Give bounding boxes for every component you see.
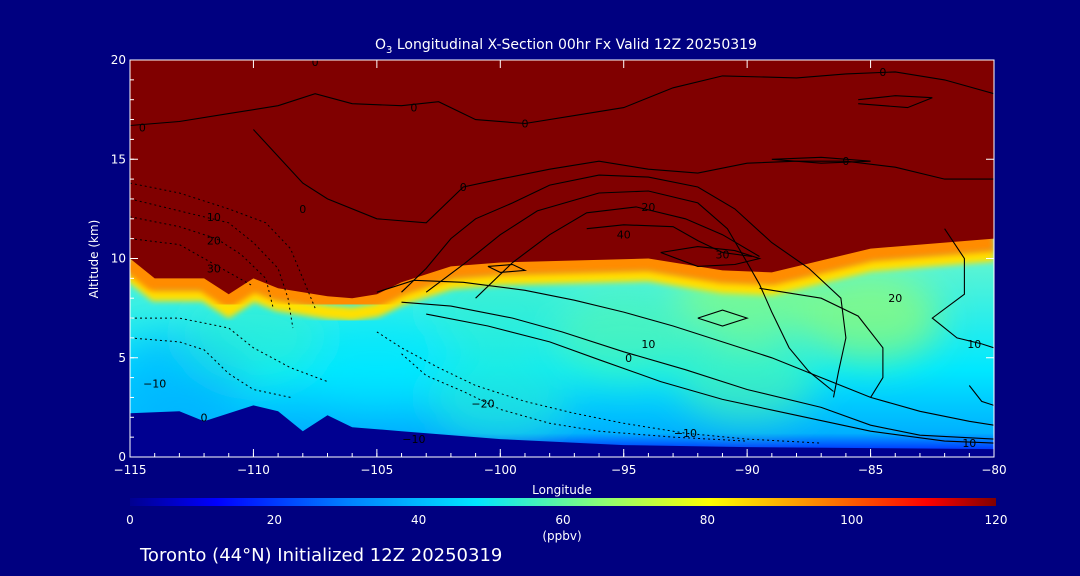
colorbar <box>130 498 996 506</box>
colorbar-tick-label: 20 <box>267 513 282 527</box>
solid-contour-5 <box>586 224 753 258</box>
x-tick-label: −85 <box>858 463 883 477</box>
field-patch-8 <box>183 292 324 383</box>
surface-low-ozone-region <box>130 405 994 457</box>
contour-label-17: −10 <box>143 378 166 391</box>
contour-label-16: 0 <box>625 352 632 365</box>
solid-contour-10 <box>759 287 884 398</box>
x-tick-label: −80 <box>981 463 1006 477</box>
chart-title: O3 Longitudinal X-Section 00hr Fx Valid … <box>375 37 757 56</box>
solid-contour-16 <box>487 263 528 273</box>
contour-label-18: −20 <box>471 397 494 410</box>
contour-label-12: 20 <box>207 235 221 248</box>
tropopause-yellow-band <box>130 247 994 322</box>
contour-label-8: 20 <box>641 201 655 214</box>
x-axis-label: Longitude <box>532 483 592 497</box>
contour-label-22: 10 <box>967 338 981 351</box>
solid-contour-9 <box>426 313 994 444</box>
dashed-contour-4 <box>130 317 328 383</box>
contour-label-7: 0 <box>299 203 306 216</box>
solid-contour-1 <box>252 129 994 224</box>
colorbar-units-label: (ppbv) <box>542 529 581 543</box>
dashed-contour-7 <box>401 353 748 442</box>
contour-label-9: 40 <box>617 229 631 242</box>
y-tick-label: 5 <box>118 351 126 365</box>
contour-lines <box>130 71 994 444</box>
contour-label-4: 0 <box>879 66 886 79</box>
solid-contour-7 <box>376 279 994 426</box>
contour-label-6: 0 <box>460 181 467 194</box>
colorbar-ticks: 0 20 40 60 80 100 120 <box>126 513 1007 527</box>
contour-label-20: −10 <box>402 433 425 446</box>
solid-contour-11 <box>697 309 749 327</box>
contour-label-14: 20 <box>888 292 902 305</box>
colorbar-tick-label: 120 <box>985 513 1008 527</box>
x-tick-label: −110 <box>237 463 270 477</box>
colorbar-tick-label: 60 <box>555 513 570 527</box>
x-tick-label: −100 <box>484 463 517 477</box>
plot-area: 0 0 0 0 0 0 0 0 20 40 30 10 20 30 20 10 0 −10 −20 0 −10 −10 10… <box>130 56 994 457</box>
field-patch-5 <box>800 273 941 364</box>
colorbar-tick-label: 0 <box>126 513 134 527</box>
dashed-contour-5 <box>130 337 291 398</box>
solid-contour-13 <box>968 385 994 406</box>
dashed-contour-1 <box>130 198 294 329</box>
solid-contour-12 <box>931 228 994 349</box>
contour-label-23: 10 <box>962 437 976 450</box>
solid-contour-14 <box>858 95 933 109</box>
y-tick-label: 15 <box>111 152 126 166</box>
y-axis-label: Altitude (km) <box>87 220 101 299</box>
contour-label-2: 0 <box>410 102 417 115</box>
contour-label-0: 0 <box>312 56 319 69</box>
footer-text: Toronto (44°N) Initialized 12Z 20250319 <box>139 545 502 566</box>
y-tick-label: 20 <box>111 53 126 67</box>
field-patch-1 <box>306 312 447 403</box>
field-patch-3 <box>553 292 694 383</box>
dashed-contour-2 <box>130 216 274 309</box>
x-tick-label: −95 <box>611 463 636 477</box>
solid-contour-4 <box>475 206 760 299</box>
solid-contour-3 <box>425 190 834 392</box>
x-tick-label: −115 <box>114 463 147 477</box>
colorbar-tick-label: 100 <box>840 513 863 527</box>
colorbar-tick-label: 40 <box>411 513 426 527</box>
contour-label-5: 0 <box>842 155 849 168</box>
dashed-contour-6 <box>376 331 822 444</box>
contour-label-1: 0 <box>139 121 146 134</box>
y-tick-label: 0 <box>118 450 126 464</box>
contour-label-11: 10 <box>207 211 221 224</box>
contour-label-3: 0 <box>521 118 528 131</box>
solid-contour-8 <box>401 301 994 440</box>
contour-label-21: −10 <box>674 427 697 440</box>
x-tick-label: −105 <box>360 463 393 477</box>
solid-contour-6 <box>660 246 762 267</box>
contour-label-10: 30 <box>715 249 729 262</box>
colorbar-tick-label: 80 <box>700 513 715 527</box>
field-patch-4 <box>677 332 818 423</box>
dashed-contour-3 <box>130 238 254 287</box>
contour-label-15: 10 <box>641 338 655 351</box>
y-tick-label: 10 <box>111 252 126 266</box>
stratospheric-ozone-region <box>130 60 994 299</box>
solid-contour-0 <box>130 71 994 127</box>
solid-contour-2 <box>401 174 847 398</box>
contour-label-13: 30 <box>207 262 221 275</box>
contour-labels: 0 0 0 0 0 0 0 0 20 40 30 10 20 30 20 10 0 −10 −20 0 −10 −10 10… <box>139 56 981 450</box>
contour-label-19: 0 <box>201 411 208 424</box>
solid-contour-15 <box>771 156 871 164</box>
field-patch-2 <box>430 352 571 443</box>
x-tick-label: −90 <box>734 463 759 477</box>
dashed-contour-0 <box>130 182 316 309</box>
